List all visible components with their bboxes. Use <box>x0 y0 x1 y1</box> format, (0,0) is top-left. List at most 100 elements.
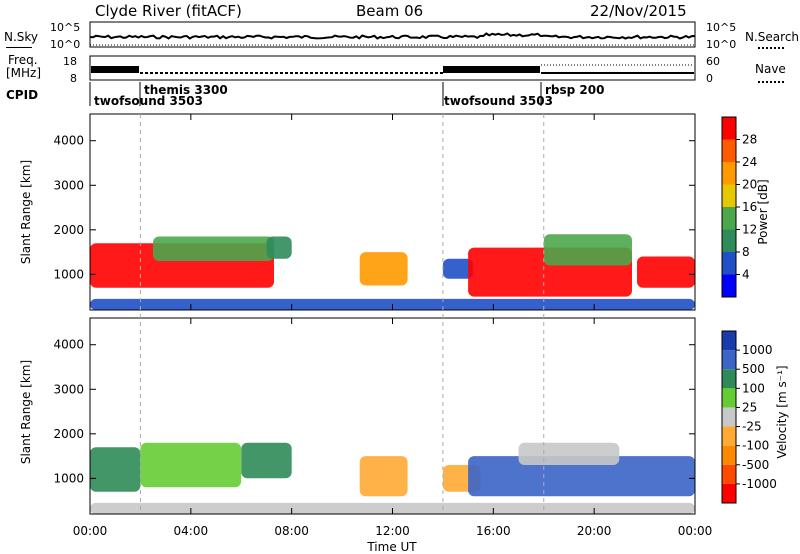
velocity-colorbar-segment-1 <box>722 464 736 484</box>
velocity-colorbar-segment-3 <box>722 426 736 446</box>
velocity-ylabel: Slant Range [km] <box>19 360 33 464</box>
power-region-3 <box>359 252 408 286</box>
power-colorbar-segment-3 <box>722 207 736 230</box>
freq-tick-top: 18 <box>63 55 77 68</box>
power-colorbar-tick-label-0: 28 <box>742 133 757 147</box>
velocity-ytick-label-1: 2000 <box>53 427 84 441</box>
nsky-label: N.Sky <box>4 30 39 44</box>
velocity-colorbar-segment-5 <box>722 388 736 408</box>
cpid-entry-themis: themis 3300 <box>144 83 228 97</box>
power-ytick-label-3: 4000 <box>53 134 84 148</box>
nsearch-tick-top: 10^5 <box>706 21 737 34</box>
power-region-4 <box>442 258 474 279</box>
nave-tick-bottom: 0 <box>706 72 713 85</box>
beam-title: Beam 06 <box>356 2 424 20</box>
power-colorbar-tick-label-6: 4 <box>742 268 750 282</box>
velocity-heatmap <box>90 442 695 514</box>
power-colorbar-tick-label-3: 16 <box>742 200 757 214</box>
nave-dotted <box>758 81 784 83</box>
power-colorbar-segment-1 <box>722 252 736 275</box>
power-colorbar-segment-6 <box>722 139 736 162</box>
velocity-colorbar-segment-2 <box>722 445 736 465</box>
cpid-entry-twofsound-2: twofsound 3503 <box>444 94 553 108</box>
velocity-region-2 <box>241 442 292 479</box>
nsky-series-line <box>89 32 696 40</box>
power-ytick-label-0: 1000 <box>53 267 84 281</box>
x-axis-label: Time UT <box>366 540 417 554</box>
nsky-underline <box>6 47 32 48</box>
x-tick-label-2: 08:00 <box>274 524 309 538</box>
sky-panel-frame <box>89 21 696 48</box>
velocity-colorbar-tick-label-1: 500 <box>742 362 765 376</box>
freq-band-3 <box>443 66 540 73</box>
nave-tick-top: 60 <box>706 55 720 68</box>
x-tick-label-4: 16:00 <box>476 524 511 538</box>
cpid-entry-twofsound-1: twofsound 3503 <box>94 94 203 108</box>
velocity-colorbar-tick-label-3: 25 <box>742 400 757 414</box>
power-ytick-label-2: 3000 <box>53 178 84 192</box>
power-colorbar-tick-label-1: 24 <box>742 155 757 169</box>
power-colorbar-tick-label-4: 12 <box>742 223 757 237</box>
x-tick-label-1: 04:00 <box>174 524 209 538</box>
power-region-2 <box>266 236 292 259</box>
velocity-colorbar-tick-label-2: 100 <box>742 381 765 395</box>
x-tick-label-3: 12:00 <box>375 524 410 538</box>
velocity-ytick-label-2: 3000 <box>53 382 84 396</box>
nave-label: Nave <box>755 62 786 76</box>
nsky-tick-top: 10^5 <box>50 21 81 34</box>
nsearch-label: N.Search <box>745 30 800 44</box>
station-title: Clyde River (fitACF) <box>95 2 242 20</box>
power-y-axis: 1000 2000 3000 4000 <box>53 134 695 281</box>
power-region-6 <box>543 234 632 266</box>
velocity-colorbar-tick-label-7: -1000 <box>742 477 777 491</box>
power-region-1 <box>153 236 274 261</box>
power-colorbar-segment-5 <box>722 162 736 185</box>
velocity-region-1 <box>140 442 242 488</box>
velocity-colorbar-tick-label-6: -500 <box>742 458 769 472</box>
power-colorbar-tick-label-2: 20 <box>742 178 757 192</box>
power-colorbar: 28 24 20 16 12 8 4 <box>721 116 757 298</box>
velocity-region-3 <box>359 456 408 497</box>
cpid-guides <box>139 114 545 514</box>
power-colorbar-segment-7 <box>722 117 736 140</box>
power-colorbar-segment-0 <box>722 274 736 297</box>
velocity-ytick-label-0: 1000 <box>53 471 84 485</box>
cpid-entry-rbsp: rbsp 200 <box>545 83 605 97</box>
power-colorbar-tick-label-5: 8 <box>742 245 750 259</box>
power-region-7 <box>637 256 695 288</box>
cpid-label: CPID <box>6 88 39 102</box>
nsearch-dotted <box>758 47 784 49</box>
x-tick-label-0: 00:00 <box>73 524 108 538</box>
velocity-colorbar-segment-0 <box>722 483 736 503</box>
x-tick-label-6: 00:00 <box>678 524 713 538</box>
velocity-region-0 <box>90 447 141 492</box>
velocity-colorbar: 1000 500 100 25 -25 -100 -500 -1000 <box>721 330 777 504</box>
freq-panel-frame <box>89 55 696 81</box>
freq-unit-label: [MHz] <box>6 66 42 80</box>
velocity-colorbar-segment-4 <box>722 407 736 427</box>
velocity-colorbar-segment-6 <box>722 369 736 389</box>
power-ytick-label-1: 2000 <box>53 223 84 237</box>
power-colorbar-segment-2 <box>722 229 736 252</box>
date-title: 22/Nov/2015 <box>590 2 687 20</box>
nsky-tick-bottom: 10^0 <box>50 38 81 51</box>
velocity-colorbar-frame <box>721 330 737 504</box>
velocity-region-6 <box>518 442 620 465</box>
velocity-colorbar-tick-label-0: 1000 <box>742 343 773 357</box>
power-colorbar-segment-4 <box>722 184 736 207</box>
power-heatmap <box>90 234 695 310</box>
velocity-colorbar-tick-label-4: -25 <box>742 420 762 434</box>
freq-tick-bottom: 8 <box>70 72 77 85</box>
x-tick-label-5: 20:00 <box>577 524 612 538</box>
freq-band-1 <box>91 66 139 73</box>
power-ylabel: Slant Range [km] <box>19 160 33 264</box>
velocity-colorbar-segment-8 <box>722 331 736 351</box>
velocity-colorbar-tick-label-5: -100 <box>742 439 769 453</box>
x-axis: 00:00 04:00 08:00 12:00 16:00 20:00 00:00 <box>73 114 713 538</box>
velocity-region-5 <box>468 456 695 497</box>
velocity-y-axis: 1000 2000 3000 4000 <box>53 338 695 485</box>
velocity-colorbar-segment-7 <box>722 350 736 370</box>
nsearch-tick-bottom: 10^0 <box>706 38 737 51</box>
velocity-ytick-label-3: 4000 <box>53 338 84 352</box>
